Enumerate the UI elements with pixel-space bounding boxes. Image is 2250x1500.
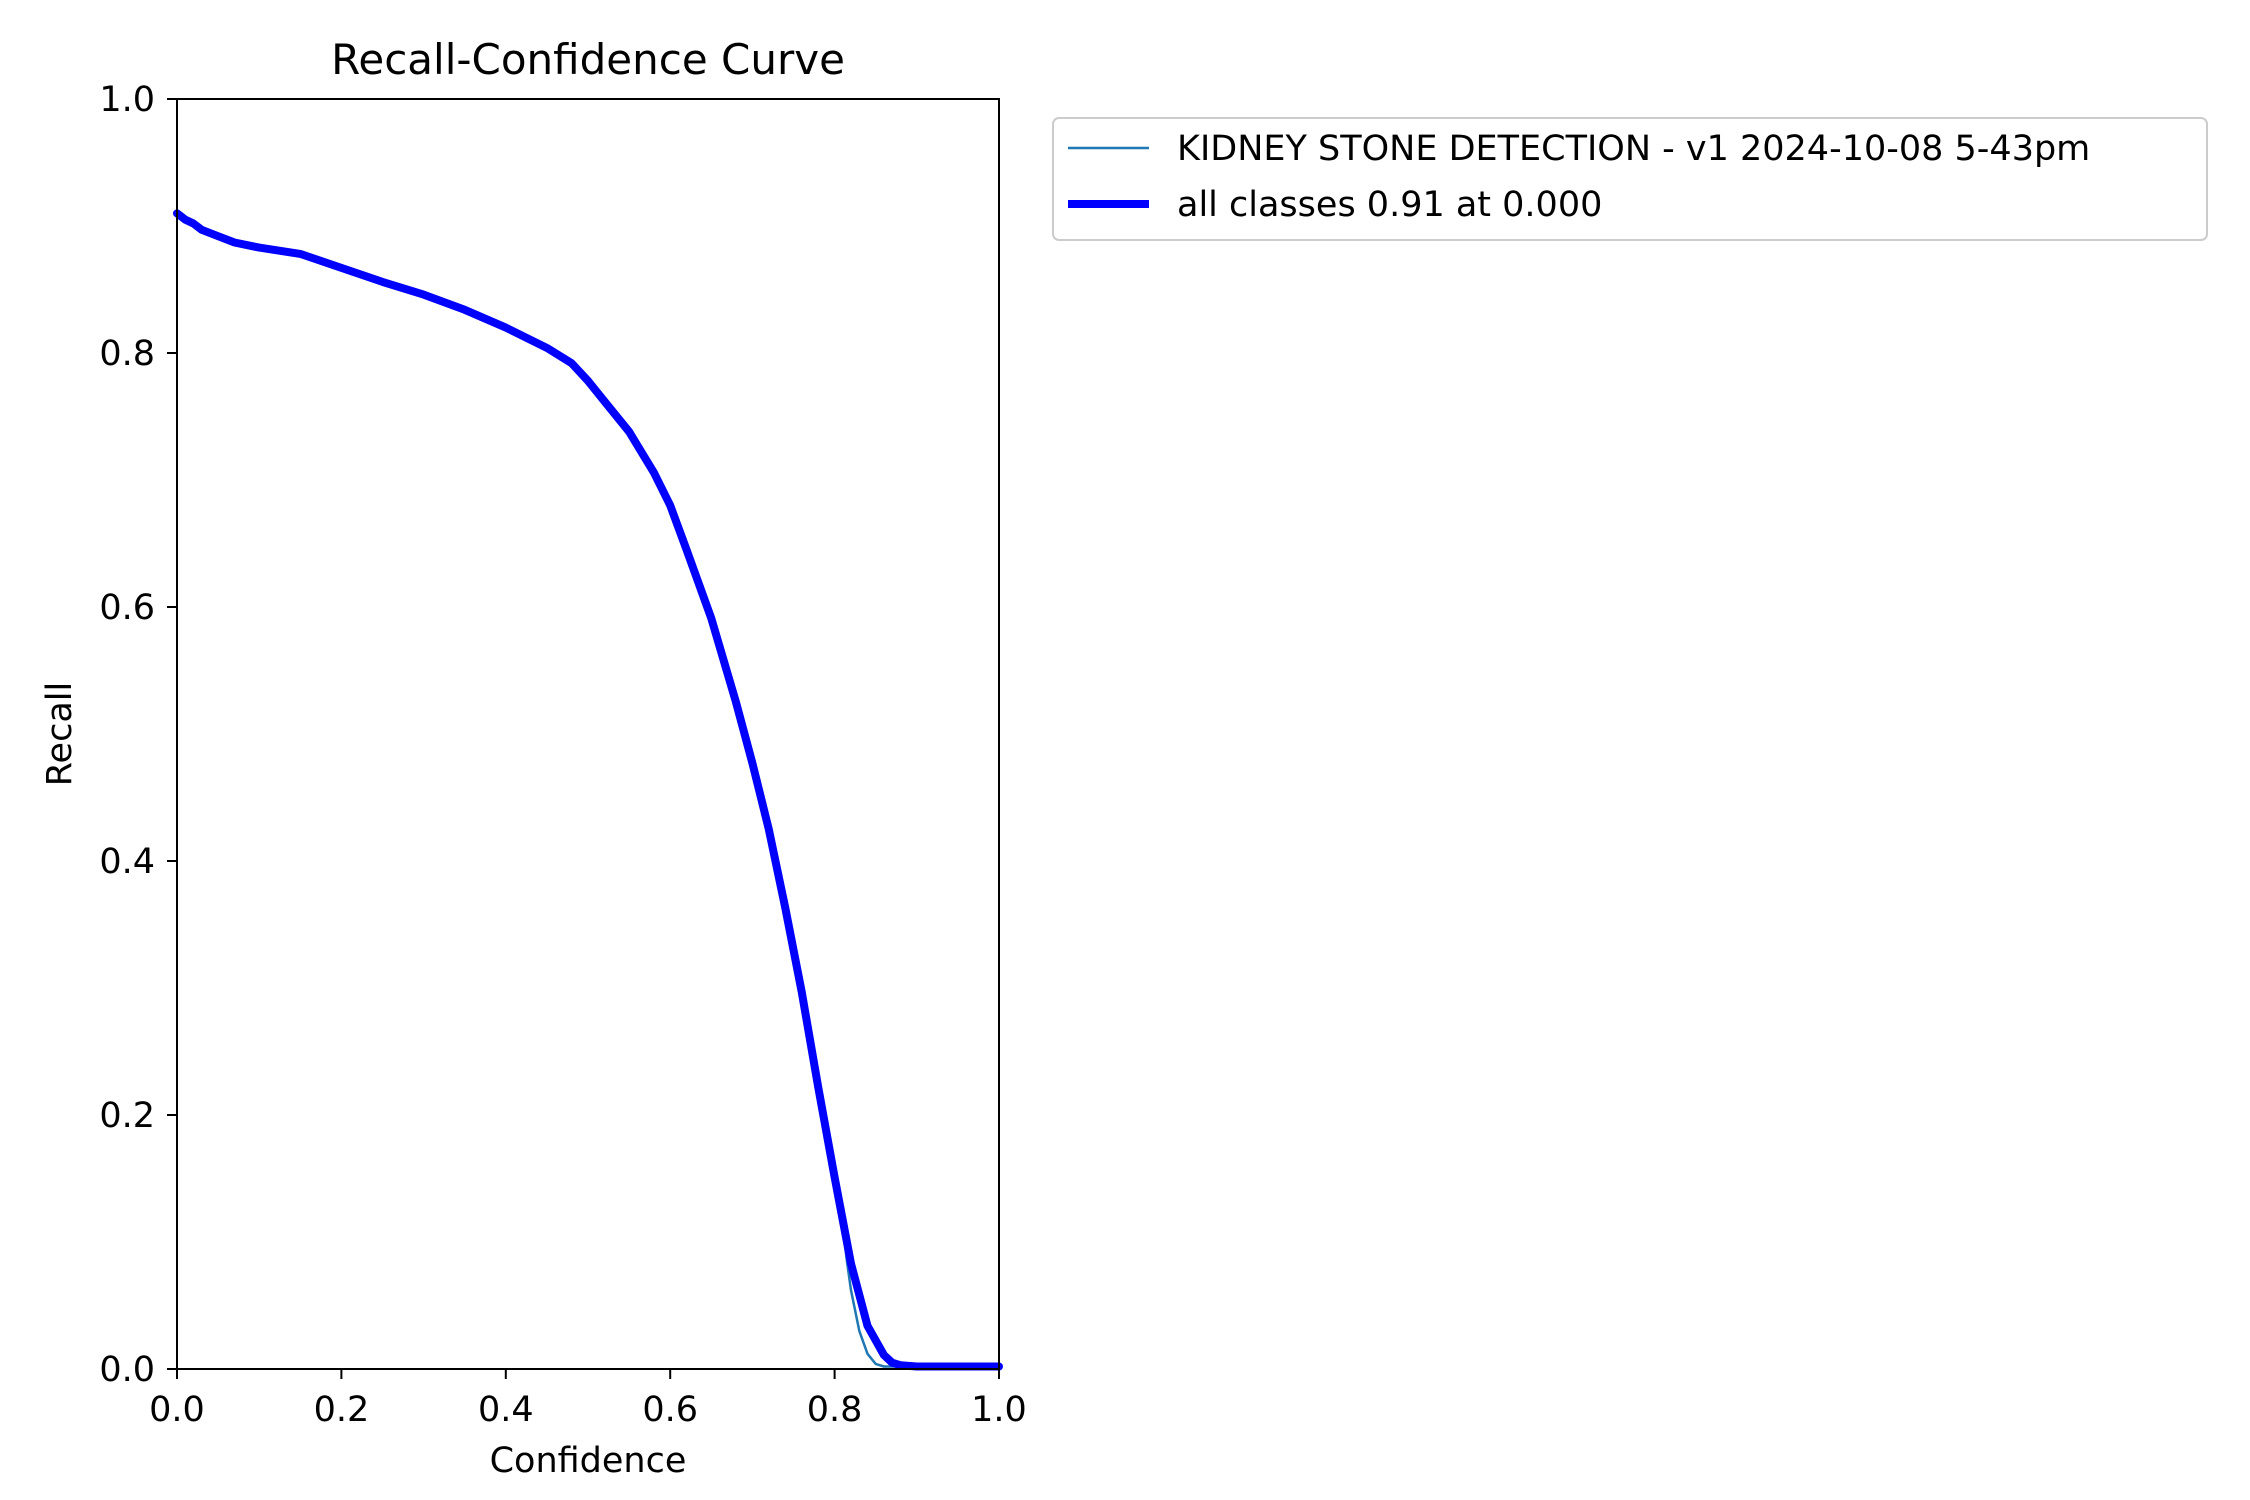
y-tick-label: 0.0 [99,1350,155,1390]
legend-label-all-classes: all classes 0.91 at 0.000 [1177,185,1602,225]
y-tick-label: 0.4 [99,842,155,882]
series-line-all-classes [173,209,1003,1371]
x-axis-label: Confidence [490,1441,687,1481]
y-axis-ticks: 0.0 0.2 0.4 0.6 0.8 1.0 [99,80,177,1390]
x-axis-ticks: 0.0 0.2 0.4 0.6 0.8 1.0 [149,1369,1027,1430]
x-tick-label: 1.0 [971,1390,1027,1430]
chart-title: Recall-Confidence Curve [331,35,845,84]
series-layer [173,209,1003,1371]
x-tick-label: 0.0 [149,1390,205,1430]
x-tick-label: 0.8 [807,1390,863,1430]
y-tick-label: 0.8 [99,334,155,374]
legend-label-kidney-stone: KIDNEY STONE DETECTION - v1 2024-10-08 5… [1177,129,2090,169]
y-tick-label: 0.2 [99,1096,155,1136]
y-tick-label: 0.6 [99,588,155,628]
plot-area [177,99,999,1369]
legend-frame [1052,117,2208,241]
x-tick-label: 0.2 [314,1390,370,1430]
y-axis-label: Recall [40,682,80,786]
plot-frame [176,98,1000,1370]
x-tick-label: 0.6 [642,1390,698,1430]
x-tick-label: 0.4 [478,1390,534,1430]
y-tick-label: 1.0 [99,80,155,120]
legend: KIDNEY STONE DETECTION - v1 2024-10-08 5… [1052,117,2208,241]
